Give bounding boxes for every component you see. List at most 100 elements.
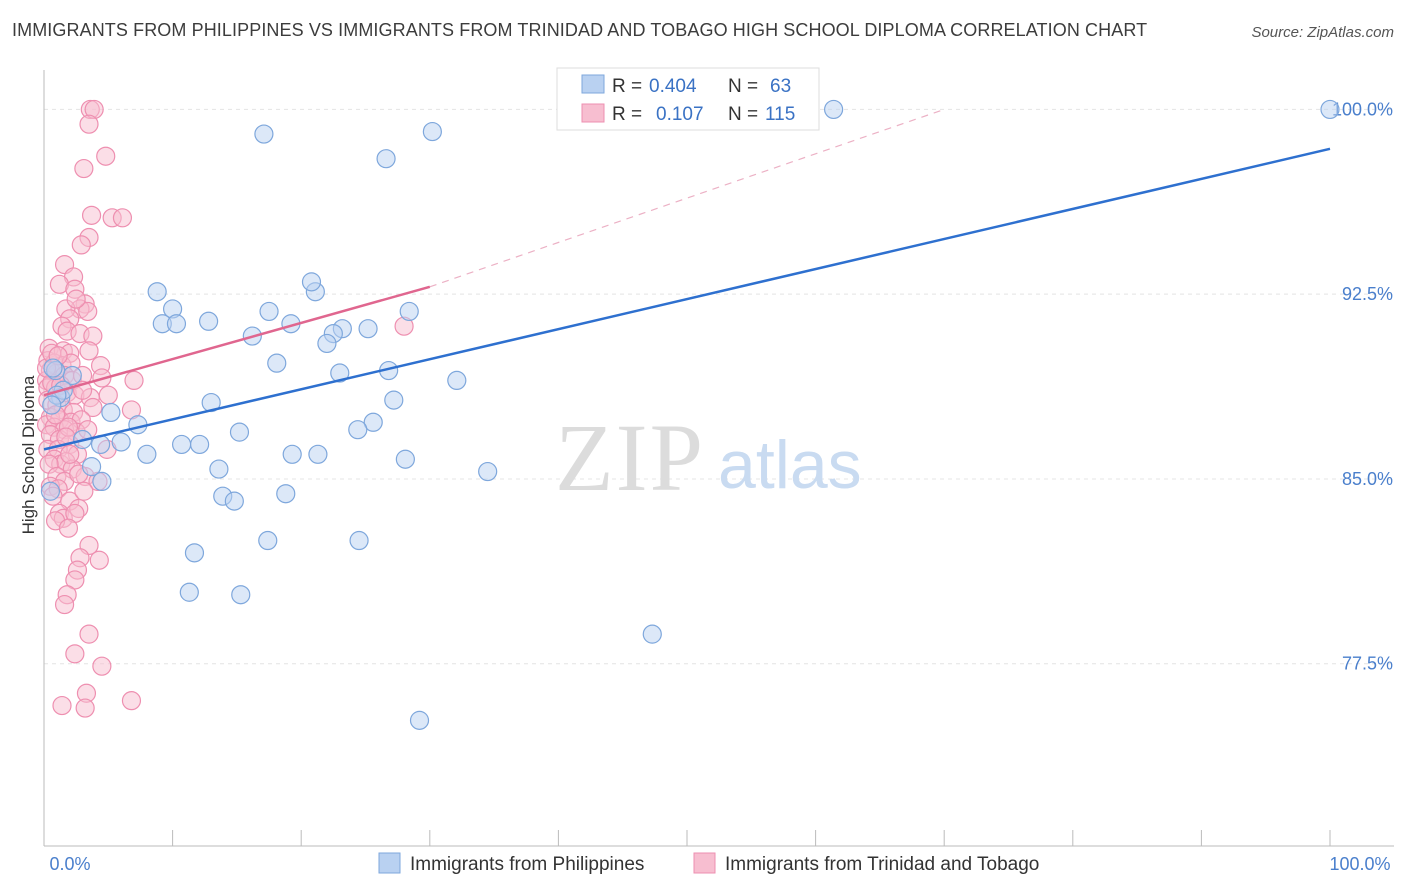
- series-legend: Immigrants from Philippines Immigrants f…: [378, 852, 1039, 875]
- philippines-point-11: [399, 301, 419, 322]
- trend-lines: [43, 108, 1331, 451]
- stats-r-label-blue: R =: [612, 76, 642, 97]
- philippines-point-43: [190, 434, 210, 455]
- philippines-point-50: [276, 484, 296, 504]
- philippines-point-3: [254, 124, 274, 144]
- trinidad-point-91: [65, 570, 85, 590]
- philippines-point-25: [43, 358, 63, 378]
- philippines-point-32: [101, 402, 121, 423]
- stats-n-value-pink: 115: [765, 104, 795, 125]
- x-ticks: [43, 830, 1331, 846]
- trinidad-point-9: [71, 235, 91, 255]
- philippines-point-48: [478, 461, 498, 482]
- trinidad-point-26: [79, 341, 99, 361]
- philippines-point-20: [317, 333, 337, 354]
- philippines-point-54: [258, 530, 278, 551]
- philippines-point-57: [179, 582, 199, 602]
- philippines-point-58: [231, 585, 251, 605]
- philippines-point-5: [376, 149, 396, 169]
- trinidad-point-7: [112, 208, 133, 228]
- stats-n-label-blue: N =: [728, 76, 758, 97]
- legend-label-philippines: Immigrants from Philippines: [410, 854, 644, 875]
- y-tick-label: 100.0%: [1332, 99, 1393, 119]
- y-axis-label: High School Diploma: [19, 375, 38, 534]
- trinidad-point-104: [60, 444, 80, 464]
- trinidad-point-94: [79, 624, 99, 644]
- trinidad-point-100: [121, 691, 142, 711]
- trend-line-pink-dashed: [429, 108, 945, 288]
- watermark-atlas: atlas: [718, 427, 862, 503]
- trend-line-blue: [43, 147, 1331, 451]
- philippines-point-36: [229, 422, 250, 442]
- philippines-point-2: [1320, 99, 1340, 120]
- philippines-point-26: [330, 363, 350, 383]
- philippines-point-4: [422, 121, 442, 142]
- philippines-point-17: [358, 319, 378, 339]
- legend-swatch-trinidad: [693, 852, 716, 874]
- trinidad-point-5: [81, 205, 102, 225]
- philippines-point-53: [224, 491, 244, 511]
- trinidad-point-108: [74, 481, 94, 501]
- philippines-point-60: [409, 710, 430, 730]
- source-credit: Source: ZipAtlas.com: [1251, 24, 1394, 41]
- y-tick-label: 92.5%: [1342, 284, 1393, 304]
- trinidad-point-112: [66, 289, 86, 309]
- philippines-point-41: [137, 444, 157, 464]
- trinidad-point-2: [79, 114, 99, 134]
- philippines-point-45: [395, 449, 415, 469]
- philippines-point-59: [642, 624, 662, 644]
- x-tick-label-100: 100.0%: [1329, 854, 1390, 874]
- trend-line-pink: [43, 285, 431, 397]
- trinidad-point-95: [65, 644, 85, 664]
- philippines-point-62: [42, 395, 62, 415]
- trinidad-point-50: [83, 397, 103, 418]
- philippines-point-40: [172, 434, 192, 455]
- trinidad-point-4: [74, 158, 94, 179]
- stats-n-label-pink: N =: [728, 104, 758, 125]
- trinidad-point-89: [89, 550, 109, 570]
- trinidad-point-39: [124, 370, 144, 390]
- philippines-point-7: [147, 282, 167, 302]
- trinidad-point-93: [54, 594, 75, 615]
- trinidad-point-45: [98, 385, 118, 405]
- philippines-point-44: [308, 444, 328, 464]
- philippines-point-47: [209, 459, 229, 479]
- stats-legend: R = 0.404 N = 63 R = 0.107 N = 115: [556, 67, 820, 131]
- philippines-point-56: [184, 543, 205, 563]
- stats-swatch-pink: [581, 103, 605, 123]
- philippines-point-42: [282, 444, 302, 464]
- watermark-zip: ZIP: [555, 404, 705, 511]
- philippines-point-31: [384, 390, 404, 410]
- x-tick-label-0: 0.0%: [49, 854, 90, 874]
- philippines-point-51: [40, 481, 61, 501]
- philippines-point-35: [348, 420, 368, 440]
- chart-title: IMMIGRANTS FROM PHILIPPINES VS IMMIGRANT…: [12, 20, 1148, 40]
- philippines-point-22: [447, 370, 467, 390]
- philippines-point-34: [363, 412, 383, 432]
- philippines-point-39: [111, 432, 131, 452]
- stats-r-value-blue: 0.404: [649, 76, 697, 97]
- trinidad-point-86: [58, 518, 79, 538]
- trinidad-point-3: [96, 146, 116, 166]
- stats-n-value-blue: 63: [770, 76, 791, 97]
- trinidad-point-99: [75, 698, 95, 718]
- trinidad-point-17: [78, 301, 98, 322]
- stats-r-label-pink: R =: [612, 104, 642, 125]
- philippines-point-49: [92, 471, 112, 492]
- philippines-point-10: [259, 301, 279, 322]
- y-tick-labels: 77.5% 85.0% 92.5% 100.0%: [1332, 99, 1393, 673]
- series-philippines-points: [40, 99, 1340, 730]
- philippines-point-55: [349, 530, 369, 551]
- trinidad-point-98: [52, 695, 72, 716]
- philippines-point-13: [166, 314, 187, 334]
- stats-r-value-pink: 0.107: [656, 104, 704, 125]
- y-tick-label: 85.0%: [1342, 469, 1393, 489]
- trinidad-point-96: [92, 656, 112, 676]
- philippines-point-14: [199, 311, 219, 331]
- series-trinidad-points: [36, 99, 414, 718]
- legend-label-trinidad: Immigrants from Trinidad and Tobago: [725, 854, 1039, 875]
- philippines-point-46: [81, 457, 102, 477]
- philippines-point-8: [301, 272, 322, 292]
- philippines-point-21: [267, 353, 287, 373]
